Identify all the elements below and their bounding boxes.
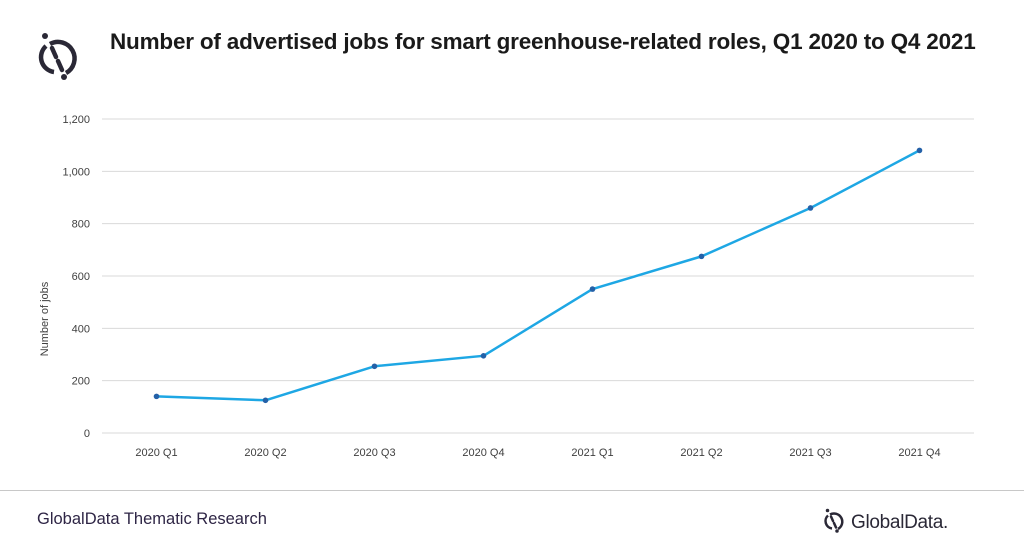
- y-tick-label: 800: [72, 219, 90, 231]
- x-tick-label: 2021 Q4: [898, 447, 940, 459]
- x-tick-label: 2021 Q3: [789, 447, 831, 459]
- y-axis-ticks: 0 200 400 600 800 1,000 1,200: [62, 114, 90, 440]
- x-axis-ticks: 2020 Q1 2020 Q2 2020 Q3 2020 Q4 2021 Q1 2021 …: [135, 447, 940, 459]
- y-tick-label: 1,000: [62, 166, 90, 178]
- data-point: [153, 393, 160, 400]
- x-tick-label: 2021 Q1: [571, 447, 613, 459]
- source-label: GlobalData Thematic Research: [37, 510, 267, 528]
- x-tick-label: 2020 Q3: [353, 447, 395, 459]
- data-point: [807, 205, 814, 211]
- y-tick-label: 0: [84, 428, 90, 440]
- series: [153, 147, 923, 404]
- data-point: [371, 363, 378, 370]
- x-tick-label: 2020 Q1: [135, 447, 177, 459]
- footer-brand: GlobalData.: [823, 507, 948, 538]
- globaldata-logo-icon: [36, 30, 80, 80]
- globaldata-logo-icon: [823, 507, 845, 538]
- y-tick-label: 200: [72, 376, 90, 388]
- data-point: [698, 253, 705, 260]
- data-point: [262, 397, 269, 404]
- gridlines: [102, 118, 974, 434]
- x-tick-label: 2020 Q2: [244, 447, 286, 459]
- series-line: [156, 149, 921, 402]
- x-tick-label: 2020 Q4: [462, 447, 504, 459]
- footer-divider: [0, 490, 1024, 491]
- x-tick-label: 2021 Q2: [680, 447, 722, 459]
- data-point: [589, 286, 596, 292]
- y-axis-title: Number of jobs: [39, 281, 51, 356]
- chart-title: Number of advertised jobs for smart gree…: [110, 29, 976, 54]
- brand-name: GlobalData.: [851, 511, 949, 533]
- y-tick-label: 1,200: [62, 114, 90, 126]
- data-point: [916, 147, 923, 154]
- data-point: [480, 353, 487, 359]
- y-tick-label: 400: [72, 323, 90, 335]
- y-tick-label: 600: [72, 271, 90, 283]
